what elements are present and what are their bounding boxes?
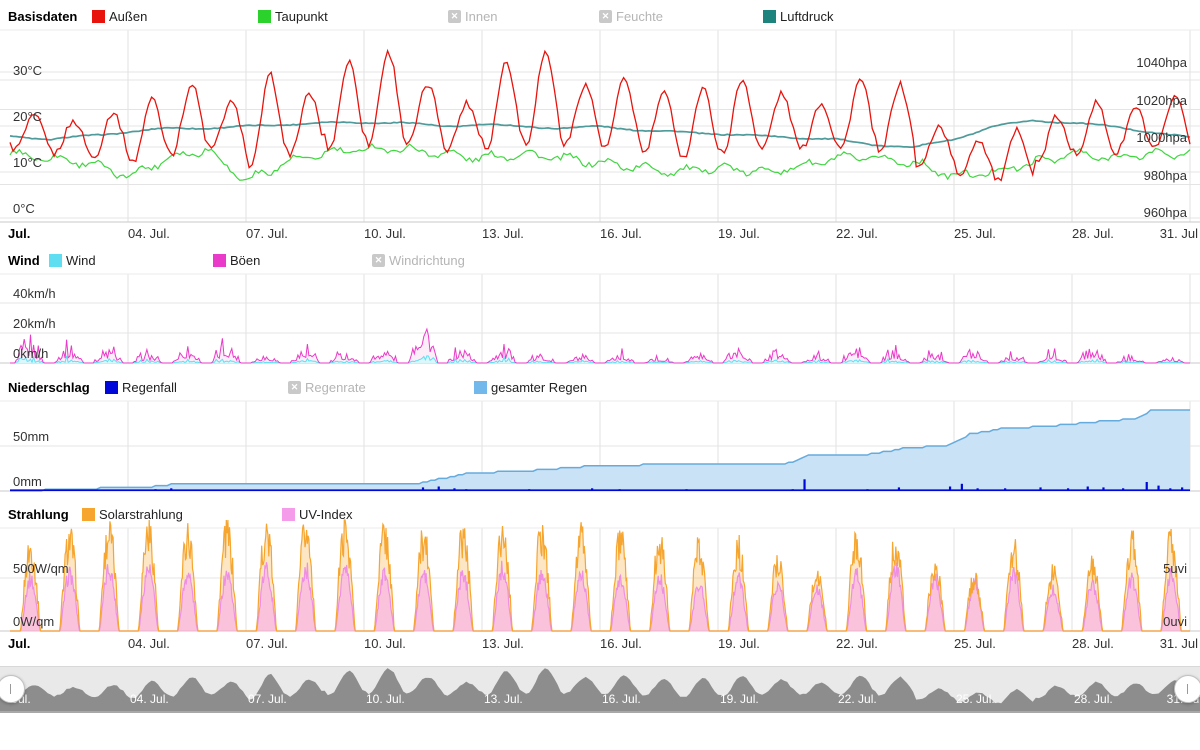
navigator-tick-label: 07. Jul. <box>248 692 287 706</box>
y-axis-tick-label: 0mm <box>13 474 42 489</box>
y-axis-tick-label: 0W/qm <box>13 614 55 629</box>
y-axis-tick-label: 10°C <box>13 155 43 170</box>
x-axis-tick-label: 25. Jul. <box>954 226 996 241</box>
x-axis-tick-label: 31. Jul <box>1159 636 1198 651</box>
x-axis-tick-label: 10. Jul. <box>364 226 406 241</box>
x-axis-tick-label: Jul. <box>8 636 31 651</box>
series-color-swatch <box>258 10 271 23</box>
navigator-right-handle[interactable] <box>1174 675 1200 703</box>
legend-item-label: Windrichtung <box>389 253 465 268</box>
x-axis-tick-label: 13. Jul. <box>482 226 524 241</box>
x-axis-tick-label: 31. Jul <box>1159 226 1198 241</box>
x-axis-tick-label: 25. Jul. <box>954 636 996 651</box>
legend-item-label: Wind <box>66 253 96 268</box>
series-color-swatch <box>763 10 776 23</box>
x-axis-strahlung: Jul. 04. Jul. 07. Jul. 10. Jul. 13. Jul. 16. … <box>0 636 1200 654</box>
x-axis-tick-label: 07. Jul. <box>246 226 288 241</box>
x-axis-tick-label: Jul. <box>8 226 31 241</box>
y-axis-tick-label: 0km/h <box>13 346 49 361</box>
navigator-tick-label: 25. Jul. <box>956 692 995 706</box>
wind-chart[interactable] <box>0 272 1200 368</box>
series-color-swatch <box>213 254 226 267</box>
y-axis-tick-label: 0uvi <box>1163 614 1187 629</box>
legend-item-label: UV-Index <box>299 507 353 522</box>
y-axis-tick-label: 960hpa <box>1143 205 1187 220</box>
niederschlag-chart[interactable] <box>0 399 1200 494</box>
x-axis-tick-label: 16. Jul. <box>600 226 642 241</box>
y-axis-tick-label: 1040hpa <box>1136 55 1187 70</box>
navigator-tick-label: 19. Jul. <box>720 692 759 706</box>
x-axis-basisdaten: Jul. 04. Jul. 07. Jul. 10. Jul. 13. Jul. 16. … <box>0 226 1200 244</box>
navigator-tick-label: 16. Jul. <box>602 692 641 706</box>
x-axis-tick-label: 19. Jul. <box>718 226 760 241</box>
x-axis-tick-label: 16. Jul. <box>600 636 642 651</box>
panel-header-niederschlag: Niederschlag Regenfall ✕ Regenrate gesamter… <box>0 379 1200 397</box>
x-axis-tick-label: 10. Jul. <box>364 636 406 651</box>
panel-title-basisdaten: Basisdaten <box>8 9 78 24</box>
series-color-swatch <box>474 381 487 394</box>
navigator[interactable]: Jul. 04. Jul. 07. Jul. 10. Jul. 13. Jul. 16. … <box>0 666 1200 713</box>
y-axis-tick-label: 5uvi <box>1163 561 1187 576</box>
x-axis-tick-label: 28. Jul. <box>1072 636 1114 651</box>
disabled-series-icon: ✕ <box>599 10 612 23</box>
legend-item-label: Solarstrahlung <box>99 507 183 522</box>
y-axis-tick-label: 1020hpa <box>1136 92 1187 108</box>
legend-item-label: Regenrate <box>305 380 366 395</box>
y-axis-tick-label: 980hpa <box>1143 167 1187 183</box>
x-axis-tick-label: 19. Jul. <box>718 636 760 651</box>
legend-item-label: Regenfall <box>122 380 177 395</box>
x-axis-tick-label: 07. Jul. <box>246 636 288 651</box>
navigator-tick-label: 13. Jul. <box>484 692 523 706</box>
y-axis-tick-label: 0°C <box>13 201 35 216</box>
panel-header-basisdaten: Basisdaten Außen Taupunkt ✕ Innen ✕ Feuchte Lu… <box>0 8 1200 26</box>
panel-title-strahlung: Strahlung <box>8 507 69 522</box>
panel-title-wind: Wind <box>8 253 40 268</box>
disabled-series-icon: ✕ <box>288 381 301 394</box>
panel-header-strahlung: Strahlung Solarstrahlung UV-Index <box>0 506 1200 524</box>
x-axis-tick-label: 28. Jul. <box>1072 226 1114 241</box>
disabled-series-icon: ✕ <box>372 254 385 267</box>
navigator-tick-label: 22. Jul. <box>838 692 877 706</box>
series-color-swatch <box>49 254 62 267</box>
legend-item-label: Feuchte <box>616 9 663 24</box>
legend-item-label: Taupunkt <box>275 9 328 24</box>
navigator-tick-label: 10. Jul. <box>366 692 405 706</box>
x-axis-tick-label: 22. Jul. <box>836 636 878 651</box>
basisdaten-chart[interactable] <box>0 28 1200 224</box>
navigator-silhouette <box>0 668 1200 711</box>
series-color-swatch <box>105 381 118 394</box>
strahlung-chart[interactable] <box>0 518 1200 634</box>
y-axis-tick-label: 500W/qm <box>13 561 69 576</box>
y-axis-tick-label: 1000hpa <box>1136 130 1187 145</box>
legend-item-label: gesamter Regen <box>491 380 588 395</box>
y-axis-tick-label: 30°C <box>13 63 43 78</box>
y-axis-tick-label: 50mm <box>13 429 50 444</box>
x-axis-tick-label: 04. Jul. <box>128 226 170 241</box>
x-axis-tick-label: 13. Jul. <box>482 636 524 651</box>
navigator-tick-label: 04. Jul. <box>130 692 169 706</box>
y-axis-tick-label: 40km/h <box>13 286 56 301</box>
series-color-swatch <box>282 508 295 521</box>
legend-item-label: Außen <box>109 9 148 24</box>
legend-item-label: Böen <box>230 253 261 268</box>
navigator-tick-label: 28. Jul. <box>1074 692 1113 706</box>
y-axis-tick-label: 20km/h <box>13 316 56 331</box>
navigator-left-handle[interactable] <box>0 675 25 703</box>
panel-header-wind: Wind Wind Böen ✕ Windrichtung <box>0 252 1200 270</box>
x-axis-tick-label: 04. Jul. <box>128 636 170 651</box>
x-axis-tick-label: 22. Jul. <box>836 226 878 241</box>
series-color-swatch <box>92 10 105 23</box>
disabled-series-icon: ✕ <box>448 10 461 23</box>
legend-item-label: Innen <box>465 9 498 24</box>
y-axis-tick-label: 20°C <box>13 109 43 124</box>
legend-item-label: Luftdruck <box>780 9 834 24</box>
panel-title-niederschlag: Niederschlag <box>8 380 90 395</box>
series-color-swatch <box>82 508 95 521</box>
